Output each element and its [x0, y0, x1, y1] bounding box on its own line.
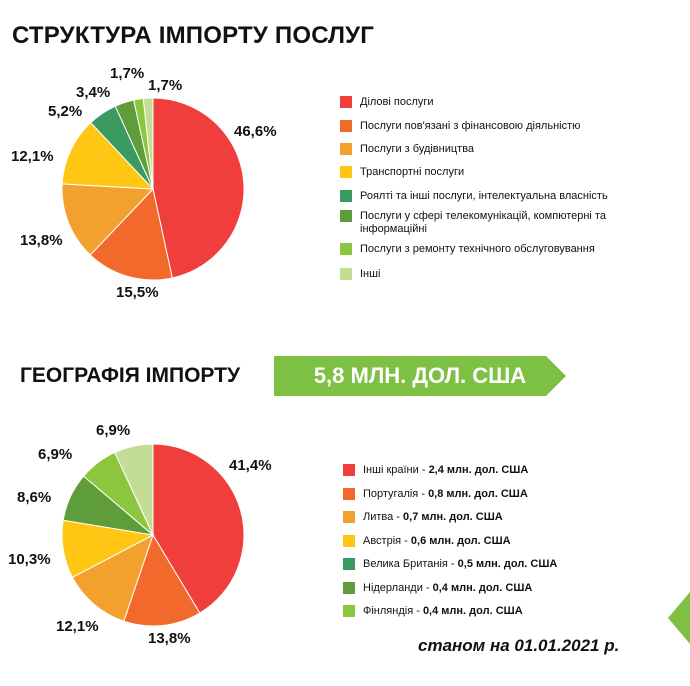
legend-label: Велика Британія - 0,5 млн. дол. США: [363, 558, 558, 570]
next-page-arrow[interactable]: [668, 592, 690, 644]
legend-label: Послуги з будівництва: [360, 143, 474, 156]
pie-value-label: 1,7%: [148, 77, 183, 94]
legend-amount: 0,4 млн. дол. США: [432, 582, 533, 594]
pie-slice: [142, 97, 154, 190]
legend-swatch: [343, 535, 355, 547]
chart-title-import-structure: СТРУКТУРА ІМПОРТУ ПОСЛУГ: [12, 22, 375, 49]
legend-label-text: Інші країни: [363, 464, 419, 476]
legend-amount: 0,4 млн. дол. США: [422, 605, 523, 617]
pie-slice: [89, 187, 173, 281]
legend-label: Португалія - 0,8 млн. дол. США: [363, 488, 528, 500]
pie-value-label: 13,8%: [148, 630, 191, 647]
legend-item: Послуги у сфері телекомунікацій, компюте…: [340, 210, 640, 236]
pie-value-label: 46,6%: [234, 123, 277, 140]
pie-value-label: 5,2%: [48, 103, 83, 120]
legend-swatch: [340, 268, 352, 280]
legend-item: Австрія - 0,6 млн. дол. США: [343, 535, 603, 548]
total-import-value: 5,8 МЛН. ДОЛ. США: [313, 363, 527, 388]
legend-amount: 2,4 млн. дол. США: [428, 464, 529, 476]
legend-item: Послуги пов'язані з фінансовою діяльніст…: [340, 120, 640, 133]
legend-item: Литва - 0,7 млн. дол. США: [343, 511, 603, 524]
pie-value-label: 6,9%: [96, 422, 131, 439]
legend-item: Послуги з будівництва: [340, 143, 640, 156]
legend-label: Інші: [360, 268, 380, 281]
pie-slice: [152, 97, 245, 279]
legend-label: Послуги з ремонту технічного обслуговува…: [360, 243, 595, 256]
legend-swatch: [340, 210, 352, 222]
legend-swatch: [343, 488, 355, 500]
pie-value-label: 8,6%: [17, 489, 52, 506]
legend-item: Нідерланди - 0,4 млн. дол. США: [343, 582, 603, 595]
pie-value-label: 10,3%: [8, 551, 51, 568]
legend-amount: 0,5 млн. дол. США: [457, 558, 558, 570]
legend-amount: 0,6 млн. дол. США: [410, 535, 511, 547]
legend-swatch: [340, 96, 352, 108]
legend-label-text: Інші: [360, 268, 381, 280]
legend-amount: 0,7 млн. дол. США: [403, 511, 503, 523]
legend-label-text: Фінляндія: [363, 605, 414, 617]
legend-item: Ділові послуги: [340, 96, 640, 109]
total-banner-arrow: [274, 356, 566, 396]
pie-chart-import-geography: [61, 443, 245, 627]
date-footnote: станом на 01.01.2021 р.: [418, 636, 620, 655]
legend-label-text: Австрія: [363, 535, 402, 547]
pie-slice: [114, 443, 154, 536]
legend-swatch: [340, 166, 352, 178]
pie-value-label: 6,9%: [38, 446, 73, 463]
pie-value-label: 13,8%: [20, 232, 63, 249]
legend-item: Транспортні послуги: [340, 166, 640, 179]
pie-value-label: 15,5%: [116, 284, 159, 301]
legend-swatch: [343, 464, 355, 476]
legend-swatch: [343, 558, 355, 570]
legend-label: Ділові послуги: [360, 96, 434, 109]
legend-label: Литва - 0,7 млн. дол. США: [363, 511, 503, 523]
legend-label-text: Послуги з ремонту технічного обслуговува…: [360, 243, 595, 255]
chart-title-import-geography: ГЕОГРАФІЯ ІМПОРТУ: [20, 364, 241, 387]
legend-label-text: Португалія: [363, 488, 419, 500]
legend-label-text: Велика Британія: [363, 558, 448, 570]
legend-label-text: Ділові послуги: [360, 96, 434, 108]
legend-item: Велика Британія - 0,5 млн. дол. США: [343, 558, 603, 571]
legend-label: Роялті та інші послуги, інтелектуальна в…: [360, 190, 608, 203]
legend-item: Фінляндія - 0,4 млн. дол. США: [343, 605, 603, 618]
legend-label: Послуги пов'язані з фінансовою діяльніст…: [360, 120, 580, 133]
legend-label: Фінляндія - 0,4 млн. дол. США: [363, 605, 523, 617]
legend-item: Португалія - 0,8 млн. дол. США: [343, 488, 603, 501]
legend-label: Транспортні послуги: [360, 166, 464, 179]
legend-swatch: [343, 582, 355, 594]
legend-label-text: Послуги пов'язані з фінансовою діяльніст…: [360, 120, 581, 132]
pie-value-label: 12,1%: [56, 618, 99, 635]
legend-label: Австрія - 0,6 млн. дол. США: [363, 535, 511, 547]
legend-item: Інші країни - 2,4 млн. дол. США: [343, 464, 603, 477]
legend-label-text: Послуги у сфері телекомунікацій, компюте…: [360, 210, 606, 235]
legend-swatch: [340, 143, 352, 155]
legend-swatch: [340, 190, 352, 202]
legend-swatch: [343, 511, 355, 523]
pie-chart-import-structure: [61, 97, 245, 281]
legend-amount: 0,8 млн. дол. США: [428, 488, 528, 500]
pie-value-label: 41,4%: [229, 457, 272, 474]
pie-slice: [123, 533, 201, 627]
legend-item: Інші: [340, 268, 640, 281]
legend-label-text: Роялті та інші послуги, інтелектуальна в…: [360, 190, 608, 202]
legend-swatch: [343, 605, 355, 617]
pie-value-label: 1,7%: [110, 65, 145, 82]
legend-item: Роялті та інші послуги, інтелектуальна в…: [340, 190, 640, 203]
pie-value-label: 12,1%: [11, 148, 54, 165]
legend-label: Інші країни - 2,4 млн. дол. США: [363, 464, 529, 476]
legend-item: Послуги з ремонту технічного обслуговува…: [340, 243, 640, 256]
pie-slice: [61, 121, 155, 190]
legend-swatch: [340, 243, 352, 255]
pie-slice: [61, 183, 155, 256]
legend-label: Нідерланди - 0,4 млн. дол. США: [363, 582, 533, 594]
legend-swatch: [340, 120, 352, 132]
legend-label-text: Послуги з будівництва: [360, 143, 475, 155]
legend-label-text: Литва: [363, 511, 394, 523]
legend-label-text: Транспортні послуги: [360, 166, 465, 178]
legend-label-text: Нідерланди: [363, 582, 423, 594]
legend-label: Послуги у сфері телекомунікацій, компюте…: [360, 210, 640, 236]
pie-value-label: 3,4%: [76, 84, 111, 101]
pie-slice: [71, 533, 154, 622]
pie-slice: [152, 443, 245, 614]
